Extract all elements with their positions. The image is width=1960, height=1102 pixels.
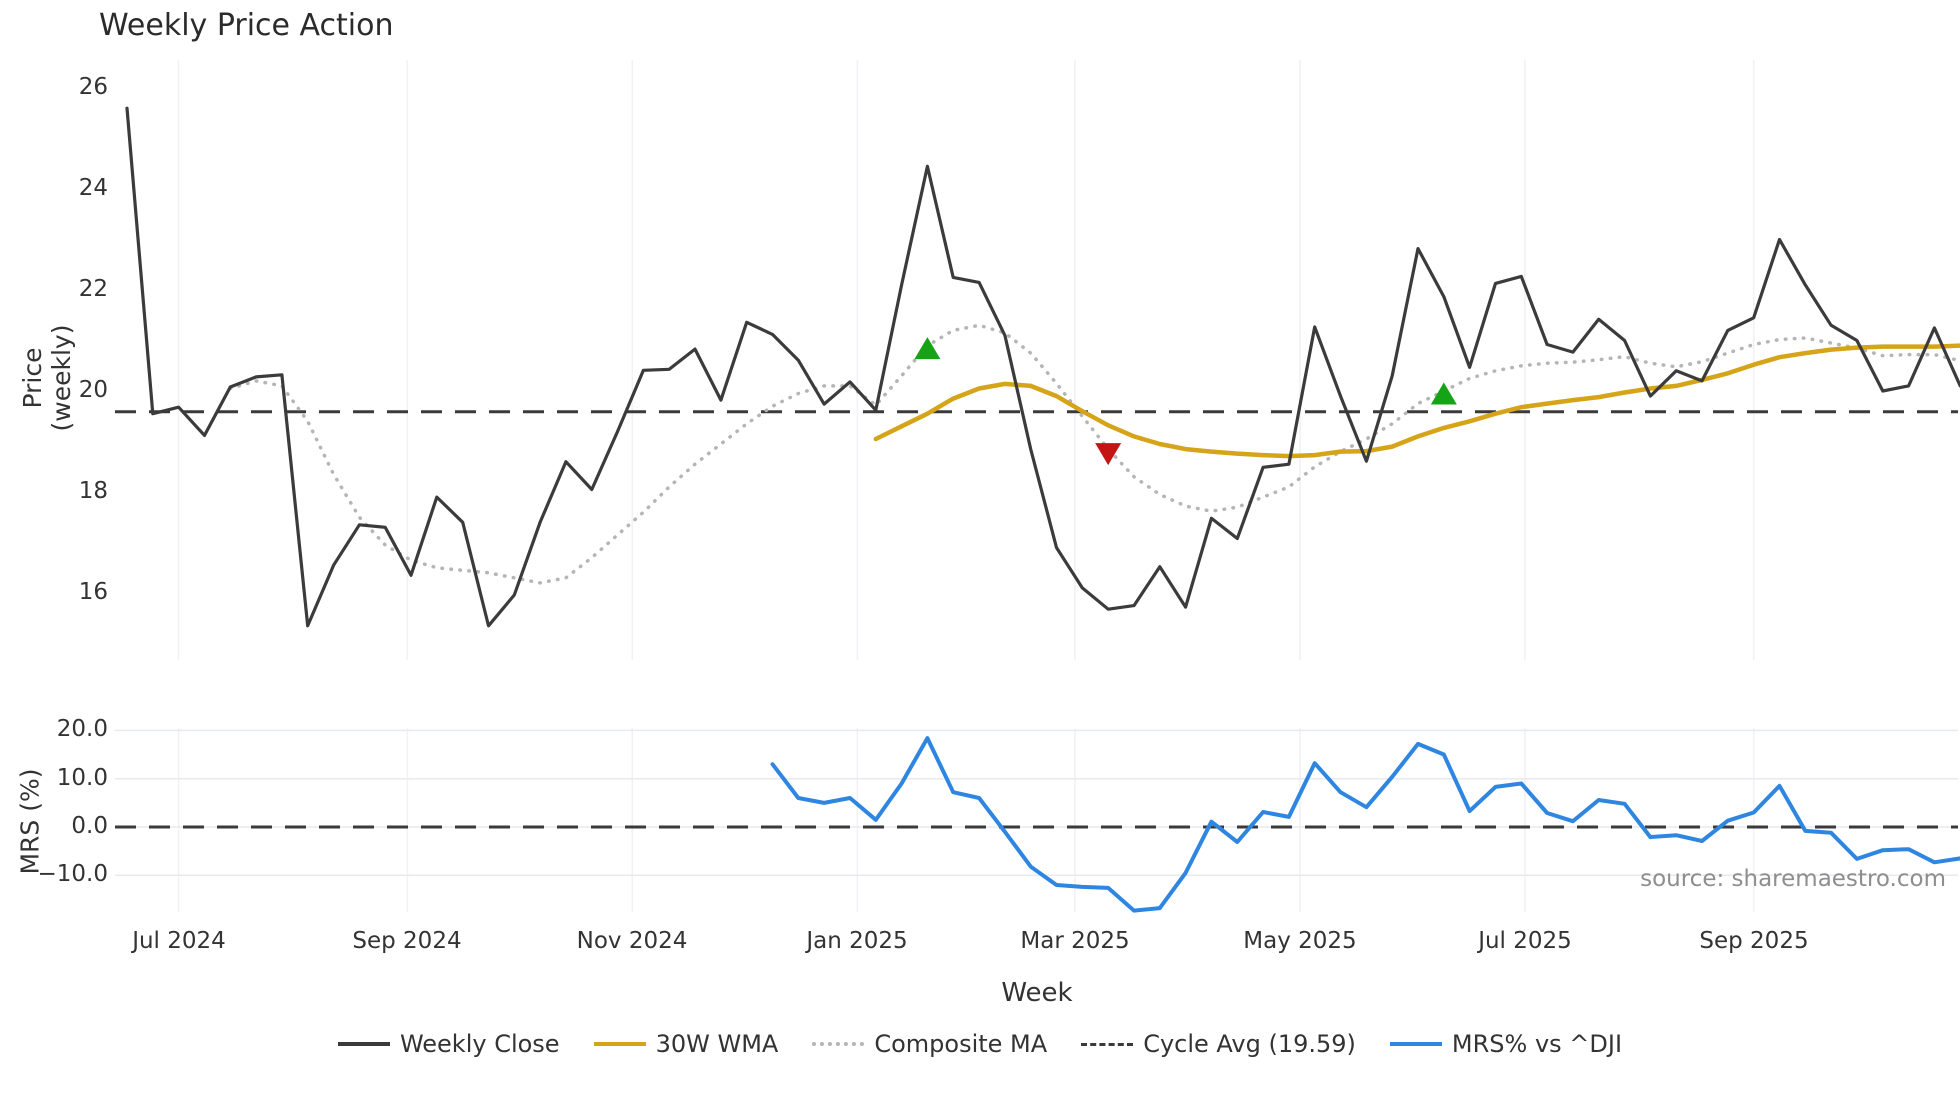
legend-swatch bbox=[812, 1042, 865, 1046]
legend-swatch bbox=[1081, 1042, 1134, 1046]
price-y-tick: 20 bbox=[78, 377, 108, 403]
legend-label: Cycle Avg (19.59) bbox=[1143, 1030, 1356, 1058]
legend-label: 30W WMA bbox=[655, 1030, 779, 1058]
x-tick: Jul 2025 bbox=[1478, 928, 1572, 954]
x-axis-title: Week bbox=[1001, 978, 1073, 1008]
price-y-tick: 26 bbox=[78, 74, 108, 100]
price-y-tick: 24 bbox=[78, 175, 108, 201]
price-axis-title: Price (weekly) bbox=[18, 324, 76, 432]
legend-item-mrs-vs-dji[interactable]: MRS% vs ^DJI bbox=[1389, 1030, 1623, 1058]
mrs-y-tick: −10.0 bbox=[37, 861, 108, 887]
legend-item-30w-wma[interactable]: 30W WMA bbox=[593, 1030, 779, 1058]
legend-swatch bbox=[593, 1042, 646, 1046]
legend-item-composite-ma[interactable]: Composite MA bbox=[812, 1030, 1047, 1058]
price-y-tick: 22 bbox=[78, 276, 108, 302]
mrs-y-tick: 20.0 bbox=[56, 716, 108, 742]
legend-item-weekly-close[interactable]: Weekly Close bbox=[337, 1030, 560, 1058]
mrs-axis-title: MRS (%) bbox=[15, 768, 45, 875]
x-tick: Sep 2025 bbox=[1699, 928, 1809, 954]
legend-label: Composite MA bbox=[874, 1030, 1048, 1058]
source-credit: source: sharemaestro.com bbox=[1640, 866, 1946, 892]
composite-ma-line bbox=[228, 323, 1960, 585]
mrs-y-tick: 0.0 bbox=[71, 813, 108, 839]
x-tick: Jul 2024 bbox=[132, 928, 226, 954]
sell-signal-marker bbox=[1095, 443, 1122, 466]
wma30-line bbox=[873, 343, 1960, 459]
weekly-close-line bbox=[125, 106, 1960, 628]
mrs-line bbox=[770, 736, 1960, 913]
legend-label: Weekly Close bbox=[399, 1030, 560, 1058]
price-y-tick: 16 bbox=[78, 579, 108, 605]
legend-swatch bbox=[1389, 1042, 1442, 1046]
x-tick: May 2025 bbox=[1243, 928, 1357, 954]
mrs-y-tick: 10.0 bbox=[56, 765, 108, 791]
buy-signal-marker bbox=[1430, 382, 1457, 405]
chart-title: Weekly Price Action bbox=[99, 8, 394, 43]
x-tick: Jan 2025 bbox=[806, 928, 908, 954]
price-y-tick: 18 bbox=[78, 478, 108, 504]
legend-swatch bbox=[337, 1042, 390, 1046]
legend-label: MRS% vs ^DJI bbox=[1451, 1030, 1623, 1058]
buy-signal-marker bbox=[914, 337, 941, 360]
legend: Weekly Close 30W WMA Composite MA Cycle … bbox=[0, 1030, 1960, 1058]
x-tick: Mar 2025 bbox=[1020, 928, 1130, 954]
x-tick: Sep 2024 bbox=[352, 928, 462, 954]
x-tick: Nov 2024 bbox=[576, 928, 688, 954]
legend-item-cycle-avg-19-59-[interactable]: Cycle Avg (19.59) bbox=[1081, 1030, 1356, 1058]
